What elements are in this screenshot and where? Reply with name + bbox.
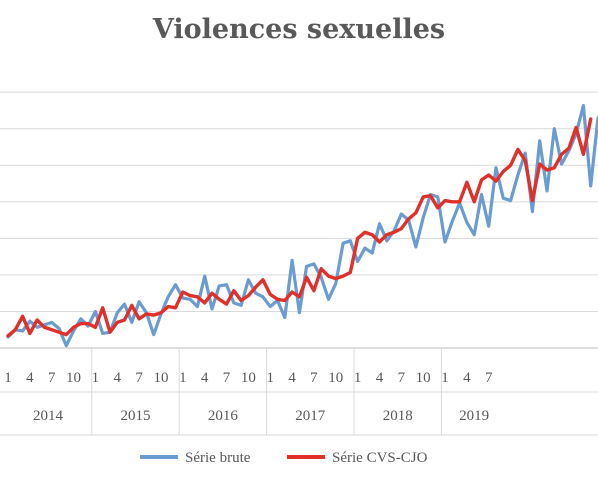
month-tick-label: 7 (398, 370, 406, 386)
year-label: 2018 (383, 408, 413, 424)
month-tick-label: 1 (179, 370, 187, 386)
month-tick-label: 4 (463, 370, 471, 386)
month-tick-label: 10 (153, 370, 168, 386)
month-tick-label: 10 (328, 370, 343, 386)
month-tick-label: 4 (376, 370, 384, 386)
gridlines (0, 91, 598, 312)
month-tick-label: 7 (135, 370, 143, 386)
year-label: 2017 (295, 408, 326, 424)
month-tick-label: 10 (416, 370, 431, 386)
year-label: 2019 (459, 408, 489, 424)
legend-label-serie-brute: Série brute (185, 450, 251, 466)
month-tick-label: 4 (114, 370, 122, 386)
month-tick-label: 7 (48, 370, 56, 386)
month-tick-label: 7 (310, 370, 318, 386)
month-tick-label: 1 (441, 370, 449, 386)
serie-cvs-cjo-line (6, 117, 593, 338)
month-tick-label: 4 (26, 370, 34, 386)
legend-label-serie-cvs-cjo: Série CVS-CJO (332, 450, 428, 466)
chart-title: Violences sexuelles (152, 14, 446, 45)
month-tick-label: 4 (201, 370, 209, 386)
legend: Série brute Série CVS-CJO (140, 450, 428, 466)
year-label: 2015 (120, 408, 150, 424)
month-tick-label: 4 (288, 370, 296, 386)
series-layer (6, 103, 598, 348)
month-tick-label: 7 (485, 370, 493, 386)
month-tick-label: 1 (92, 370, 100, 386)
month-tick-label: 1 (4, 370, 12, 386)
year-label: 2016 (208, 408, 239, 424)
month-tick-label: 1 (354, 370, 362, 386)
month-tick-label: 10 (66, 370, 81, 386)
serie-brute-line (6, 103, 598, 348)
year-label: 2014 (33, 408, 64, 424)
month-tick-label: 7 (223, 370, 231, 386)
month-tick-label: 1 (266, 370, 274, 386)
month-tick-label: 10 (241, 370, 256, 386)
